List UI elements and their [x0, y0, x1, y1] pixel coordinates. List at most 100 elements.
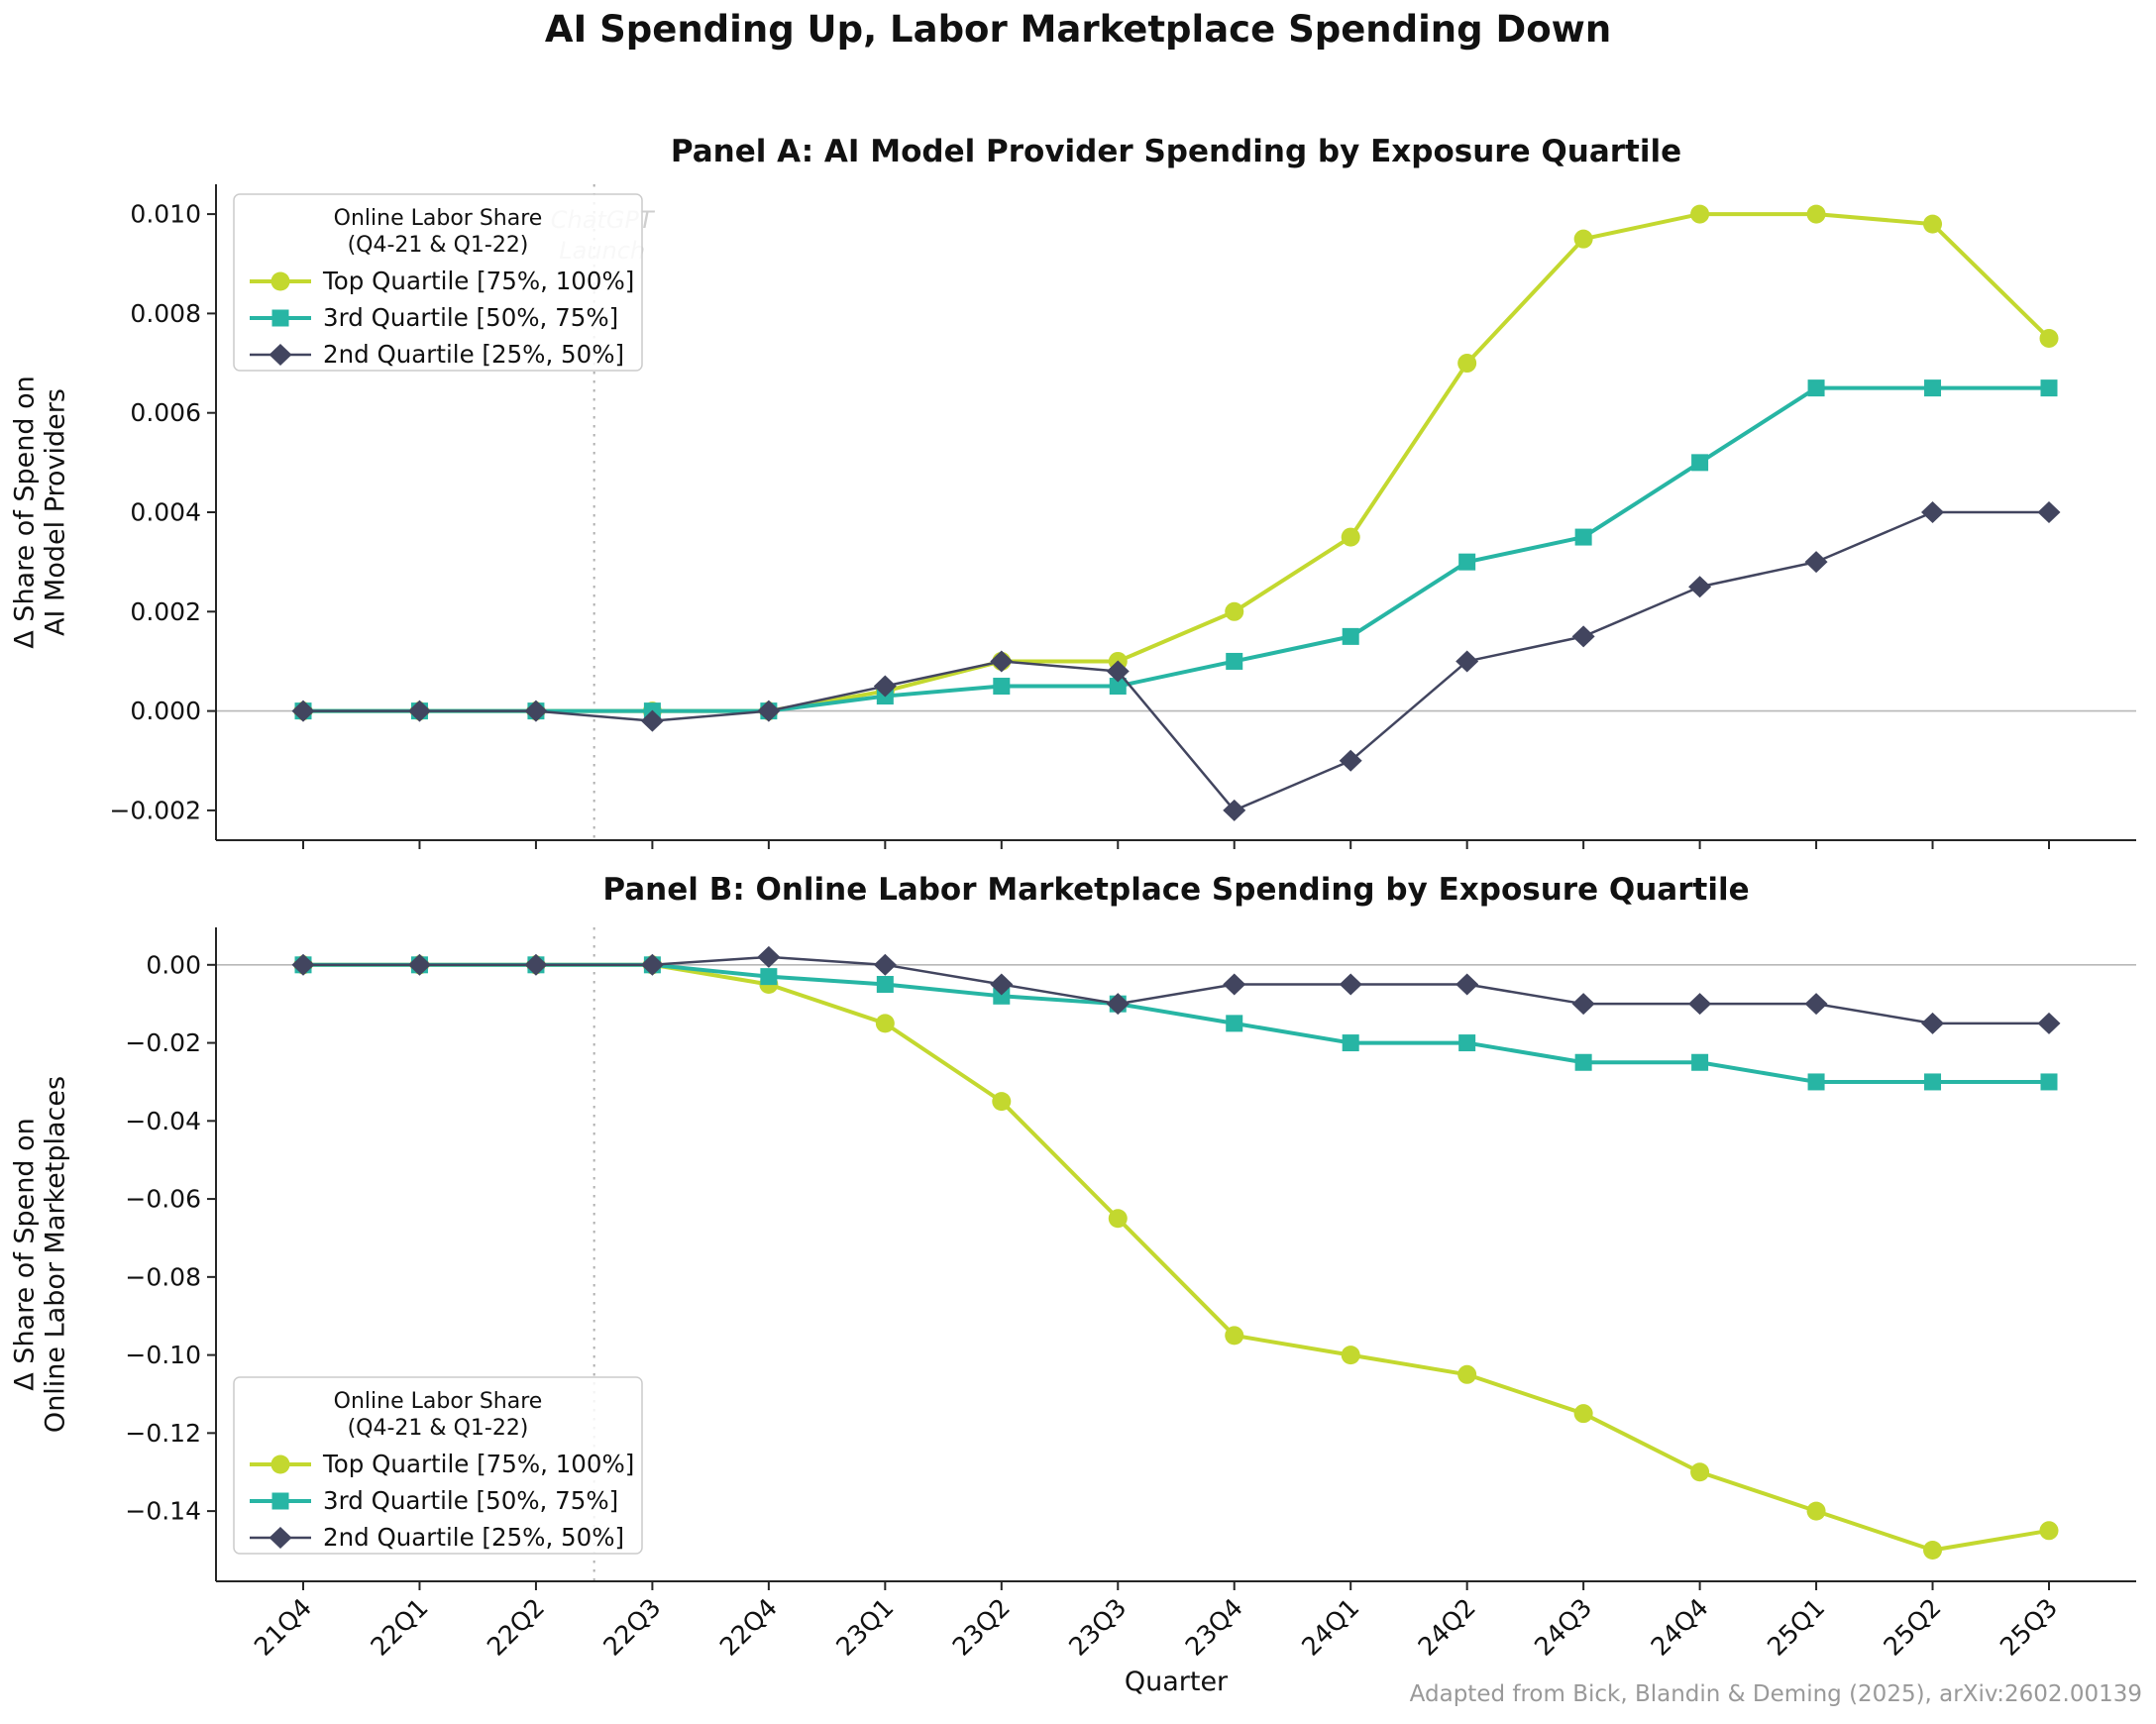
- square-marker: [1807, 379, 1825, 397]
- diamond-marker: [1921, 1012, 1945, 1034]
- square-marker: [1226, 652, 1243, 670]
- legend-label: Top Quartile [75%, 100%]: [322, 1450, 634, 1478]
- circle-marker: [2039, 328, 2059, 348]
- square-marker: [993, 987, 1011, 1005]
- diamond-marker: [873, 953, 897, 976]
- x-tick-label: 21Q4: [249, 1593, 318, 1663]
- square-marker: [760, 968, 778, 986]
- square-marker: [876, 975, 894, 993]
- panel-a-ylabel: Δ Share of Spend on AI Model Providers: [10, 376, 71, 649]
- diamond-marker: [1804, 993, 1828, 1016]
- diamond-marker: [1804, 551, 1828, 574]
- diamond-marker: [640, 953, 664, 976]
- attribution-text: Adapted from Bick, Blandin & Deming (202…: [1409, 1681, 2142, 1707]
- ylabel-line: Δ Share of Spend on: [10, 1118, 41, 1391]
- panel-a-chart: Panel A: AI Model Provider Spending by E…: [10, 134, 2136, 849]
- legend-label: 3rd Quartile [50%, 75%]: [323, 303, 618, 332]
- circle-marker: [1573, 229, 1593, 249]
- circle-marker: [1923, 1540, 1943, 1560]
- x-tick-label: 23Q1: [830, 1593, 900, 1663]
- square-marker: [271, 309, 289, 327]
- square-marker: [1458, 1034, 1476, 1052]
- legend-title: (Q4-21 & Q1-22): [348, 1416, 529, 1441]
- x-axis-label: Quarter: [1125, 1667, 1229, 1697]
- square-marker: [1807, 1073, 1825, 1091]
- square-marker: [1342, 627, 1359, 645]
- circle-marker: [1341, 527, 1360, 547]
- circle-marker: [1341, 1346, 1360, 1365]
- y-tick-label: 0.00: [146, 950, 201, 979]
- y-tick-label: −0.002: [109, 796, 201, 824]
- diamond-marker: [2037, 1012, 2061, 1034]
- legend-title: Online Labor Share: [334, 1389, 543, 1414]
- circle-marker: [1225, 1326, 1244, 1346]
- x-tick-label: 23Q4: [1180, 1593, 1249, 1663]
- y-tick-label: 0.010: [130, 200, 201, 229]
- panel-b-chart: Panel B: Online Labor Marketplace Spendi…: [10, 872, 2136, 1663]
- x-tick-label: 22Q2: [482, 1593, 551, 1663]
- circle-marker: [992, 1092, 1012, 1112]
- legend: Online Labor Share(Q4-21 & Q1-22) Top Qua…: [233, 1376, 643, 1555]
- y-tick-label: 0.004: [130, 498, 201, 527]
- diamond-marker: [1339, 749, 1362, 772]
- legend-title: Online Labor Share: [334, 206, 543, 231]
- ylabel-line: Online Labor Marketplaces: [41, 1076, 71, 1433]
- diamond-marker: [873, 675, 897, 698]
- circle-marker: [875, 1014, 895, 1033]
- square-marker: [1574, 528, 1592, 546]
- x-tick-label: 22Q4: [714, 1593, 784, 1663]
- ylabel-line: AI Model Providers: [41, 388, 71, 636]
- legend-label: Top Quartile [75%, 100%]: [322, 267, 634, 295]
- square-marker: [1342, 1034, 1359, 1052]
- circle-marker: [1690, 1462, 1710, 1482]
- square-marker: [1691, 1053, 1709, 1071]
- circle-marker: [1108, 1209, 1128, 1229]
- panel-a-title: Panel A: AI Model Provider Spending by E…: [671, 134, 1681, 169]
- circle-marker: [1923, 214, 1943, 234]
- circle-marker: [270, 1455, 290, 1474]
- diamond-marker: [1921, 501, 1945, 523]
- diamond-marker: [1571, 625, 1595, 648]
- legend-title: (Q4-21 & Q1-22): [348, 233, 529, 258]
- diamond-marker: [524, 700, 548, 722]
- circle-marker: [1690, 204, 1710, 224]
- y-tick-label: 0.006: [130, 398, 201, 427]
- diamond-marker: [1571, 993, 1595, 1016]
- circle-marker: [1225, 601, 1244, 621]
- diamond-marker: [1339, 973, 1362, 996]
- circle-marker: [1457, 1364, 1477, 1384]
- square-marker: [993, 678, 1011, 696]
- series-2nd-quartile-25-50-line: [301, 955, 2051, 1025]
- legend-box: [233, 193, 643, 372]
- y-tick-label: 0.002: [130, 597, 201, 626]
- diamond-marker: [1223, 973, 1246, 996]
- x-tick-label: 24Q3: [1529, 1593, 1598, 1663]
- y-tick-label: −0.12: [125, 1419, 201, 1448]
- series-3rd-quartile-50-75: [294, 956, 2058, 1091]
- x-tick-label: 22Q3: [598, 1593, 668, 1663]
- y-tick-label: 0.000: [130, 697, 201, 725]
- square-marker: [1691, 454, 1709, 472]
- circle-marker: [1573, 1404, 1593, 1424]
- y-tick-label: −0.04: [125, 1107, 201, 1135]
- series-2nd-quartile-25-50: [291, 501, 2061, 821]
- series-3rd-quartile-50-75: [294, 379, 2058, 720]
- square-marker: [1924, 1073, 1942, 1091]
- diamond-marker: [1455, 973, 1479, 996]
- x-tick-label: 25Q1: [1762, 1593, 1831, 1663]
- diamond-marker: [407, 953, 431, 976]
- legend: Online Labor Share(Q4-21 & Q1-22) Top Qua…: [233, 193, 643, 372]
- diamond-marker: [291, 953, 315, 976]
- legend-box: [233, 1376, 643, 1555]
- circle-marker: [270, 271, 290, 291]
- legend-label: 2nd Quartile [25%, 50%]: [323, 340, 624, 369]
- square-marker: [1458, 553, 1476, 571]
- x-tick-label: 25Q2: [1879, 1593, 1948, 1663]
- series-2nd-quartile-25-50-line: [301, 510, 2051, 812]
- diamond-marker: [2037, 501, 2061, 523]
- square-marker: [2040, 1073, 2058, 1091]
- diamond-marker: [1688, 576, 1712, 598]
- panel-b-ylabel: Δ Share of Spend on Online Labor Marketpl…: [10, 1076, 71, 1433]
- legend-label: 2nd Quartile [25%, 50%]: [323, 1523, 624, 1552]
